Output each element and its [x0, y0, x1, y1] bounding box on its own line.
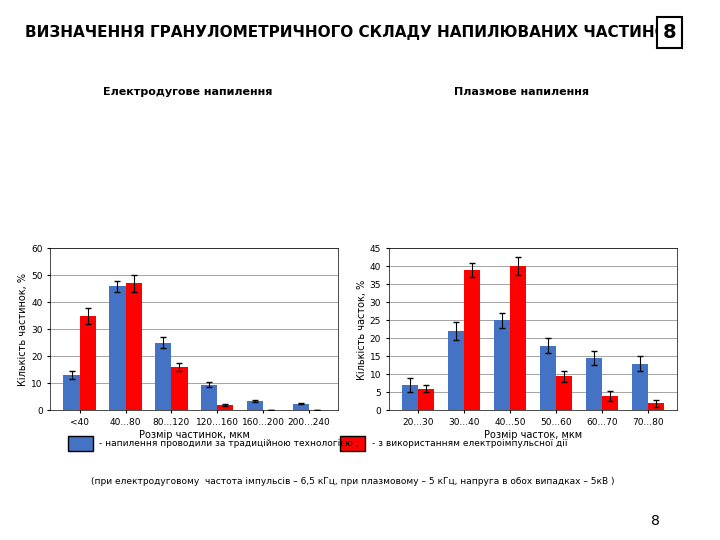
- Bar: [494, 320, 510, 410]
- Bar: [217, 405, 233, 410]
- Bar: [464, 270, 480, 410]
- Bar: [171, 367, 187, 410]
- FancyBboxPatch shape: [68, 436, 93, 451]
- Bar: [647, 403, 664, 410]
- Text: (при електродуговому  частота імпульсів – 6,5 кГц, при плазмовому – 5 кГц, напру: (при електродуговому частота імпульсів –…: [91, 477, 615, 486]
- FancyBboxPatch shape: [340, 436, 366, 451]
- Bar: [63, 375, 80, 410]
- Bar: [418, 389, 434, 410]
- Bar: [540, 346, 556, 410]
- Bar: [202, 384, 217, 410]
- Text: Електродугове напилення: Електродугове напилення: [102, 87, 272, 97]
- Text: 8: 8: [651, 514, 660, 528]
- Bar: [156, 343, 171, 410]
- Text: - з використанням електроімпульсної дії: - з використанням електроімпульсної дії: [372, 439, 567, 448]
- Text: ВИЗНАЧЕННЯ ГРАНУЛОМЕТРИЧНОГО СКЛАДУ НАПИЛЮВАНИХ ЧАСТИНОК: ВИЗНАЧЕННЯ ГРАНУЛОМЕТРИЧНОГО СКЛАДУ НАПИ…: [25, 25, 680, 40]
- Bar: [556, 376, 572, 410]
- Bar: [510, 266, 526, 410]
- Bar: [631, 363, 647, 410]
- Text: - напилення проводили за традиційною технологією ;: - напилення проводили за традиційною тех…: [99, 439, 359, 448]
- Bar: [247, 401, 264, 410]
- Bar: [402, 385, 418, 410]
- Y-axis label: Кількість частинок, %: Кількість частинок, %: [19, 273, 29, 386]
- X-axis label: Розмір частинок, мкм: Розмір частинок, мкм: [139, 430, 250, 440]
- Bar: [585, 358, 602, 410]
- Bar: [448, 331, 464, 410]
- Bar: [109, 286, 125, 410]
- Y-axis label: Кількість часток, %: Кількість часток, %: [357, 279, 367, 380]
- Bar: [80, 316, 96, 410]
- X-axis label: Розмір часток, мкм: Розмір часток, мкм: [484, 430, 582, 440]
- Text: Плазмове напилення: Плазмове напилення: [454, 87, 590, 97]
- Text: 8: 8: [663, 23, 676, 42]
- Bar: [602, 396, 618, 410]
- Bar: [293, 404, 309, 410]
- Bar: [125, 284, 142, 410]
